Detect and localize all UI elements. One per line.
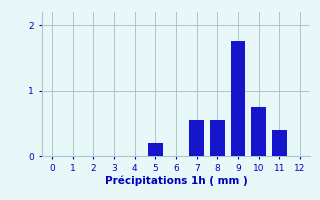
Bar [272, 130, 287, 156]
Bar [252, 107, 266, 156]
Bar [210, 120, 225, 156]
Bar [148, 143, 163, 156]
Bar [189, 120, 204, 156]
Bar [231, 41, 245, 156]
X-axis label: Précipitations 1h ( mm ): Précipitations 1h ( mm ) [105, 175, 247, 186]
